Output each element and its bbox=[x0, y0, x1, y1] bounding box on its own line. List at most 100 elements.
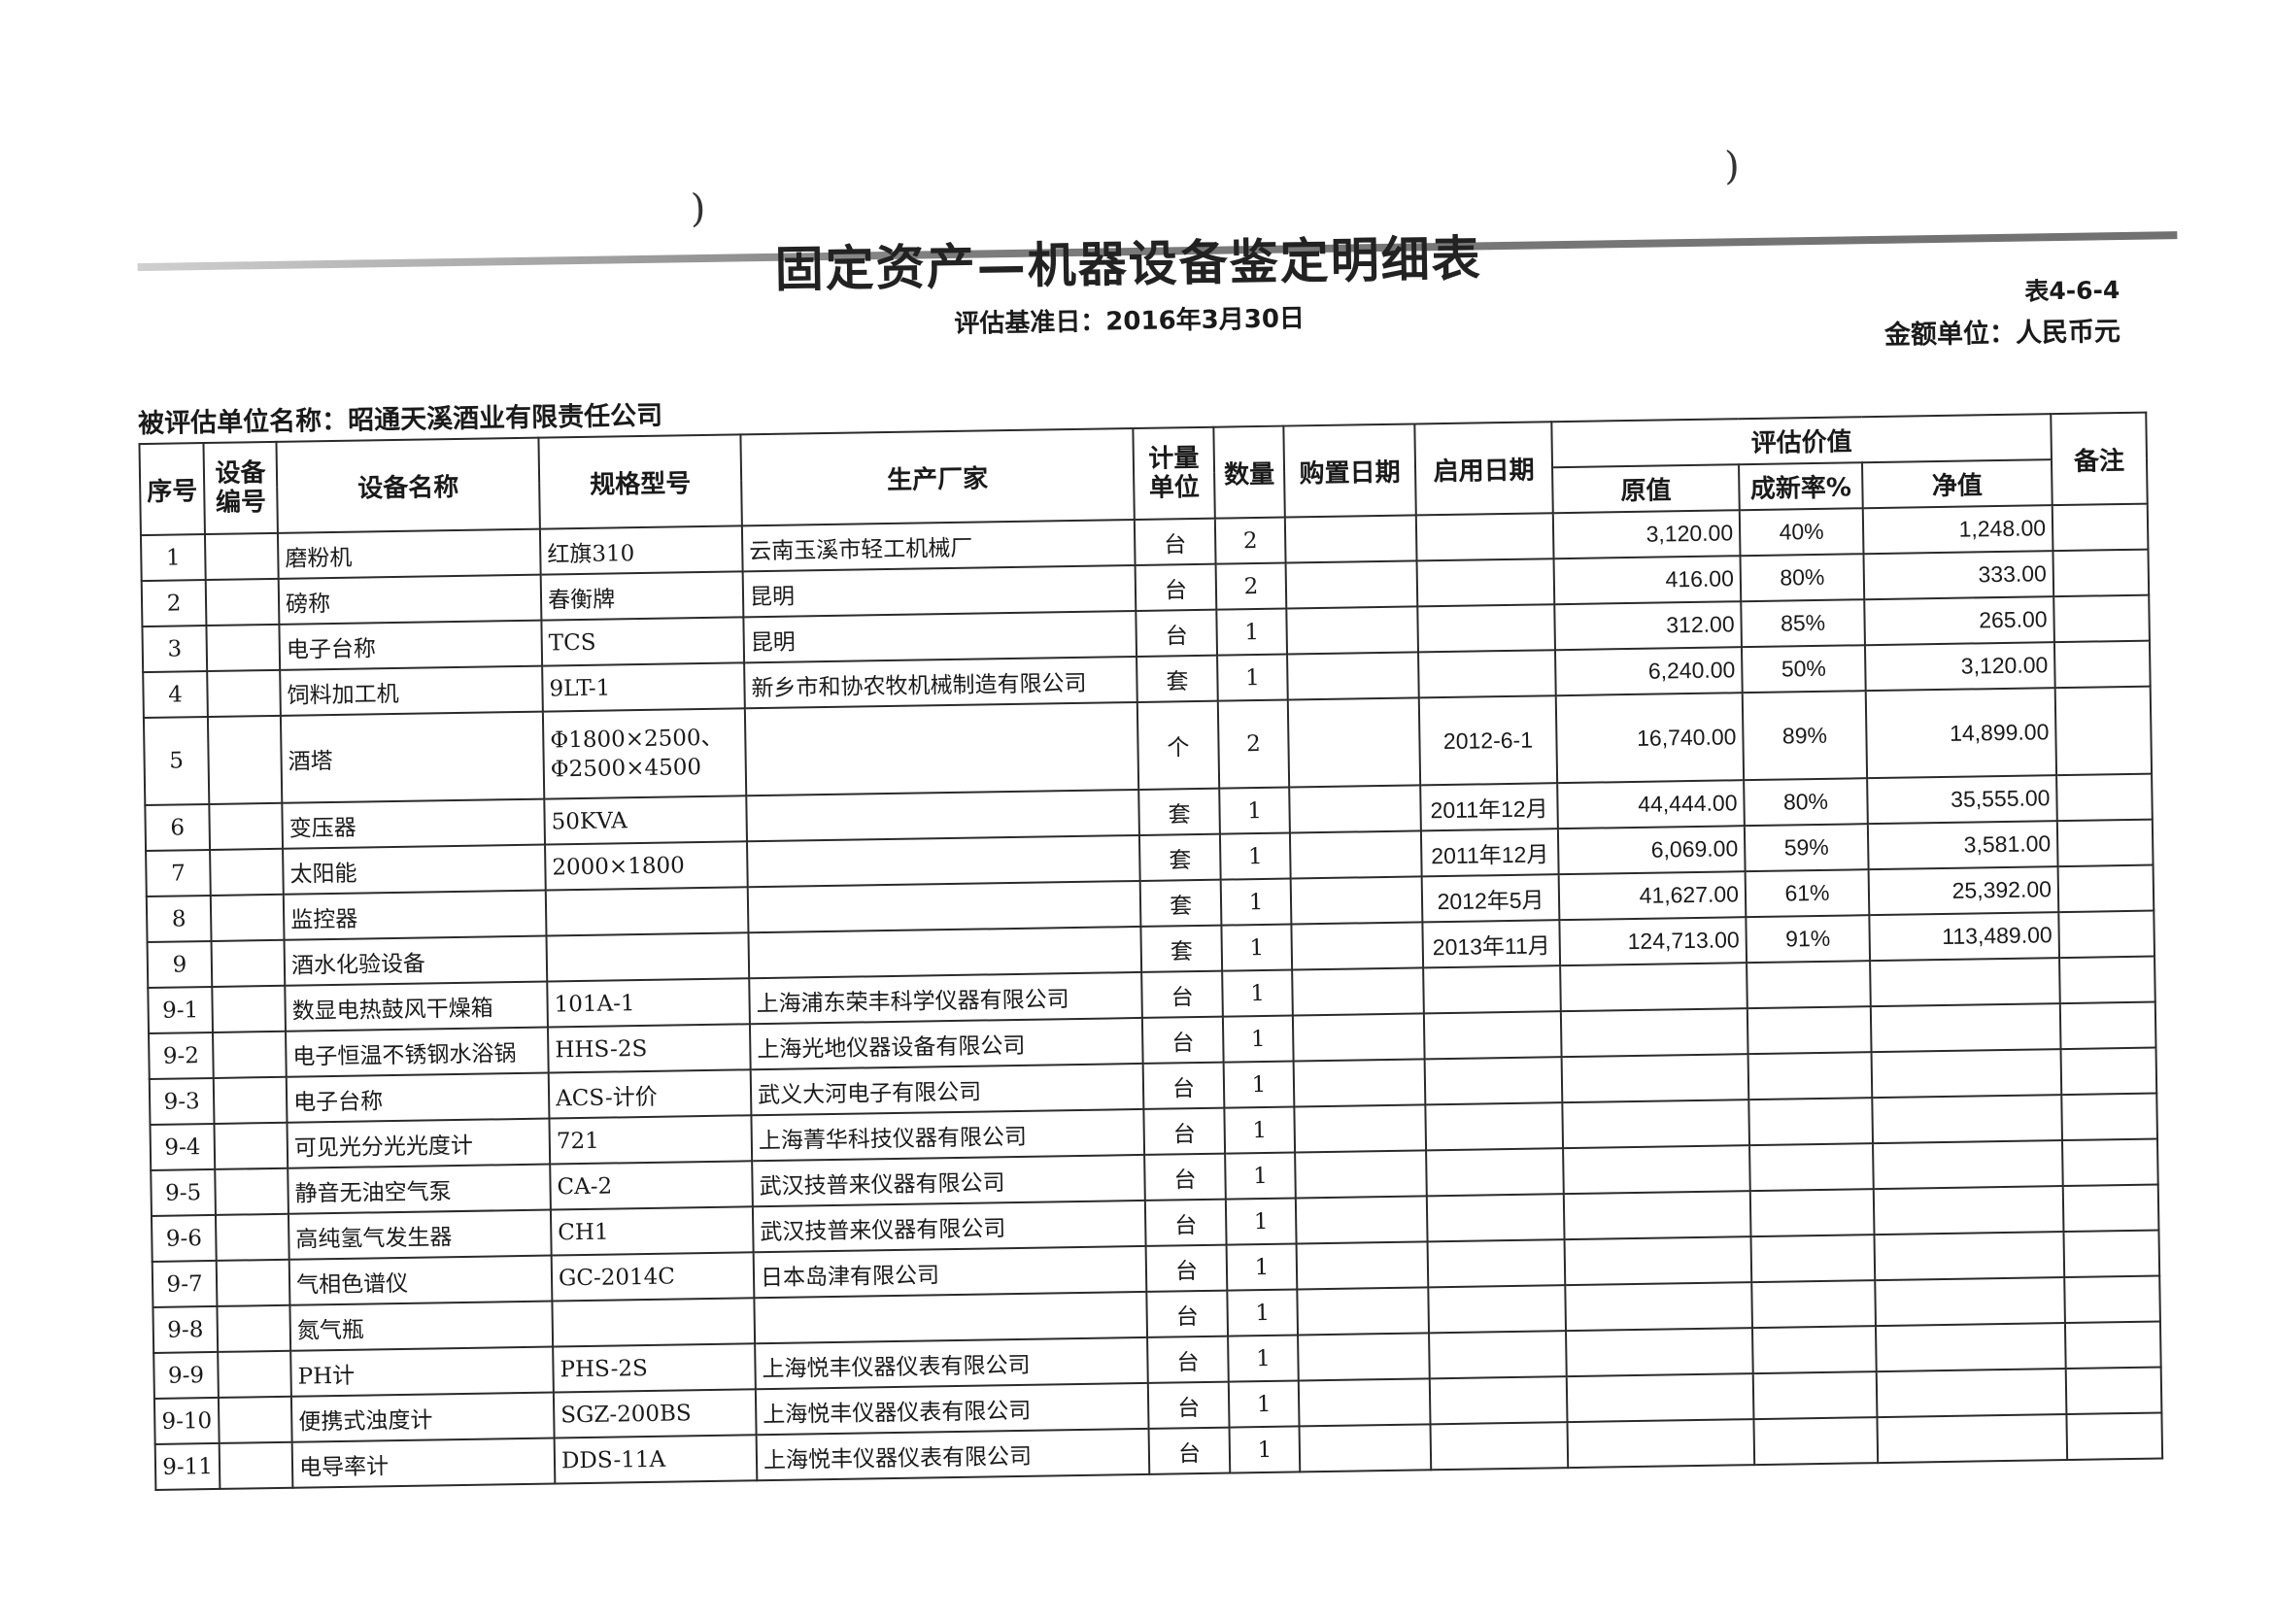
cell-original-value bbox=[1567, 1419, 1755, 1469]
cell-name: 饲料加工机 bbox=[280, 665, 543, 716]
header-valuation: 评估价值 bbox=[1551, 414, 2052, 468]
cell-equip-no bbox=[216, 1259, 290, 1306]
cell-equip-no bbox=[215, 1213, 289, 1261]
cell-qty: 1 bbox=[1224, 1106, 1296, 1154]
cell-purchase-date bbox=[1298, 1378, 1431, 1427]
cell-maker: 武汉技普来仪器有限公司 bbox=[752, 1200, 1146, 1253]
cell-net-value: 14,899.00 bbox=[1865, 688, 2057, 779]
cell-unit: 台 bbox=[1143, 1107, 1226, 1155]
cell-unit: 个 bbox=[1136, 700, 1220, 790]
cell-spec bbox=[545, 887, 749, 936]
cell-name: 可见光分光光度计 bbox=[287, 1118, 551, 1168]
cell-remark bbox=[2064, 1321, 2161, 1370]
cell-spec: ACS-计价 bbox=[548, 1069, 752, 1119]
cell-maker bbox=[748, 926, 1142, 979]
cell-rate bbox=[1749, 1143, 1874, 1192]
cell-net-value: 333.00 bbox=[1863, 551, 2054, 600]
cell-spec: GC-2014C bbox=[551, 1252, 755, 1302]
cell-unit: 台 bbox=[1148, 1427, 1231, 1474]
cell-spec: DDS-11A bbox=[554, 1435, 758, 1484]
cell-rate: 85% bbox=[1741, 599, 1865, 648]
cell-remark bbox=[2066, 1412, 2163, 1461]
cell-qty: 2 bbox=[1217, 699, 1290, 789]
cell-spec: TCS bbox=[541, 617, 745, 666]
cell-spec: 9LT-1 bbox=[542, 662, 745, 712]
cell-name: 酒塔 bbox=[280, 711, 545, 803]
cell-net-value: 265.00 bbox=[1864, 596, 2054, 646]
cell-start-date bbox=[1423, 1011, 1562, 1060]
cell-qty: 1 bbox=[1223, 1061, 1295, 1108]
cell-start-date: 2012-6-1 bbox=[1418, 695, 1558, 786]
cell-original-value bbox=[1566, 1328, 1753, 1377]
cell-purchase-date bbox=[1295, 1196, 1428, 1244]
cell-qty: 1 bbox=[1216, 608, 1288, 656]
cell-rate bbox=[1747, 961, 1871, 1009]
cell-seq: 8 bbox=[146, 895, 212, 943]
cell-name: 便携式浊度计 bbox=[290, 1392, 555, 1442]
cell-rate: 80% bbox=[1744, 778, 1868, 827]
cell-rate bbox=[1747, 1006, 1872, 1055]
cell-qty: 1 bbox=[1229, 1426, 1301, 1473]
cell-qty: 2 bbox=[1215, 562, 1287, 610]
cell-purchase-date bbox=[1289, 785, 1421, 833]
cell-name: 静音无油空气泵 bbox=[288, 1164, 551, 1214]
cell-qty: 1 bbox=[1222, 969, 1293, 1017]
cell-unit: 套 bbox=[1138, 788, 1220, 835]
header-remark: 备注 bbox=[2051, 412, 2148, 506]
cell-start-date bbox=[1426, 1194, 1565, 1242]
cell-equip-no bbox=[207, 715, 283, 804]
cell-purchase-date bbox=[1284, 515, 1417, 563]
cell-qty: 2 bbox=[1214, 517, 1286, 564]
cell-rate bbox=[1753, 1417, 1879, 1466]
cell-seq: 9-1 bbox=[148, 986, 214, 1034]
cell-name: 太阳能 bbox=[283, 844, 546, 895]
cell-equip-no bbox=[217, 1304, 291, 1352]
cell-equip-no bbox=[218, 1396, 292, 1443]
cell-seq: 9-11 bbox=[154, 1442, 221, 1490]
cell-name: 电子台称 bbox=[279, 620, 543, 670]
cell-rate bbox=[1747, 1052, 1873, 1100]
cell-rate: 50% bbox=[1741, 645, 1866, 694]
cell-start-date bbox=[1416, 558, 1555, 607]
cell-maker: 日本岛津有限公司 bbox=[753, 1245, 1147, 1299]
cell-purchase-date bbox=[1297, 1287, 1430, 1336]
cell-qty: 1 bbox=[1228, 1335, 1299, 1382]
cell-remark bbox=[2056, 773, 2153, 822]
cell-equip-no bbox=[206, 624, 281, 672]
cell-original-value: 416.00 bbox=[1553, 556, 1742, 605]
cell-equip-no bbox=[212, 985, 287, 1032]
cell-start-date bbox=[1423, 965, 1561, 1014]
cell-net-value bbox=[1874, 1232, 2065, 1281]
cell-original-value bbox=[1560, 963, 1747, 1012]
cell-maker bbox=[747, 834, 1140, 888]
cell-original-value bbox=[1564, 1236, 1752, 1286]
cell-qty: 1 bbox=[1219, 787, 1290, 834]
cell-unit: 台 bbox=[1144, 1153, 1226, 1201]
cell-original-value: 44,444.00 bbox=[1557, 780, 1745, 829]
cell-original-value bbox=[1563, 1145, 1750, 1195]
cell-start-date bbox=[1424, 1057, 1563, 1105]
header-rate: 成新率% bbox=[1739, 462, 1863, 511]
cell-qty: 1 bbox=[1222, 1015, 1294, 1063]
cell-purchase-date bbox=[1290, 876, 1423, 925]
cell-qty: 1 bbox=[1219, 832, 1291, 880]
cell-remark bbox=[2054, 686, 2153, 776]
cell-maker bbox=[747, 880, 1141, 933]
cell-equip-no bbox=[210, 894, 285, 941]
cell-start-date bbox=[1429, 1376, 1568, 1425]
cell-spec: SGZ-200BS bbox=[553, 1389, 757, 1438]
cell-unit: 台 bbox=[1146, 1290, 1229, 1337]
cell-seq: 9 bbox=[147, 940, 213, 989]
cell-original-value: 312.00 bbox=[1554, 601, 1742, 651]
cell-qty: 1 bbox=[1227, 1289, 1299, 1336]
cell-seq: 9-9 bbox=[153, 1351, 219, 1399]
cell-equip-no bbox=[205, 578, 280, 626]
cell-purchase-date bbox=[1291, 922, 1424, 970]
cell-start-date bbox=[1417, 604, 1556, 653]
cell-remark bbox=[2062, 1184, 2159, 1233]
cell-unit: 台 bbox=[1145, 1244, 1228, 1292]
cell-equip-no bbox=[218, 1350, 291, 1398]
cell-net-value: 3,120.00 bbox=[1864, 642, 2055, 692]
cell-net-value bbox=[1875, 1277, 2065, 1327]
